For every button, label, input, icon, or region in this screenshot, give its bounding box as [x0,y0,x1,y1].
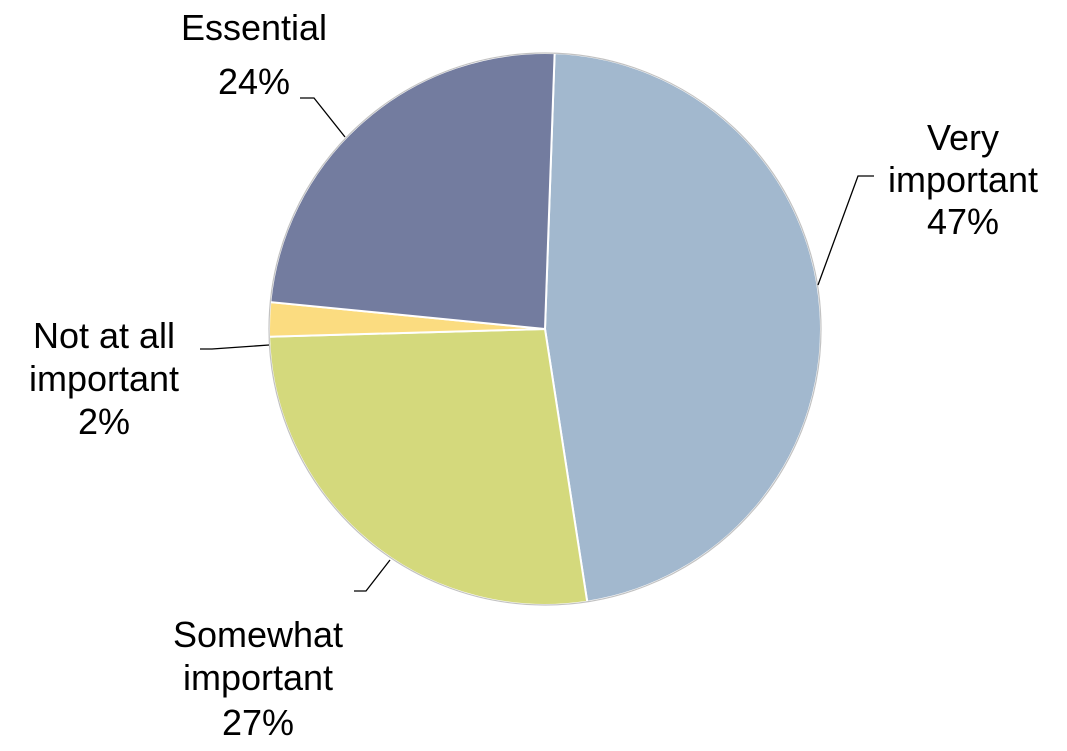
slice-percent-label: 24% [218,61,290,102]
pie-slice-very-important [543,52,822,603]
slice-labels: Veryimportant47%Somewhatimportant27%Not … [29,7,1038,743]
slice-label: Somewhat [173,614,343,655]
pie-slice-essential [269,52,556,331]
leader-lines [200,97,874,592]
slice-percent-label: 47% [927,201,999,242]
pie-slices [268,52,822,606]
slice-label: important [29,358,179,399]
slice-label: important [183,657,333,698]
pie-slice-somewhat-important [268,327,589,606]
slice-label: important [888,159,1038,200]
leader-line [817,175,874,286]
leader-line [300,97,346,138]
slice-label: Not at all [33,315,175,356]
slice-percent-label: 27% [222,702,294,743]
leader-line [200,344,270,350]
leader-line [354,559,391,592]
slice-label: Very [927,117,999,158]
slice-percent-label: 2% [78,401,130,442]
pie-outline [268,52,822,606]
slice-label: Essential [181,7,327,48]
